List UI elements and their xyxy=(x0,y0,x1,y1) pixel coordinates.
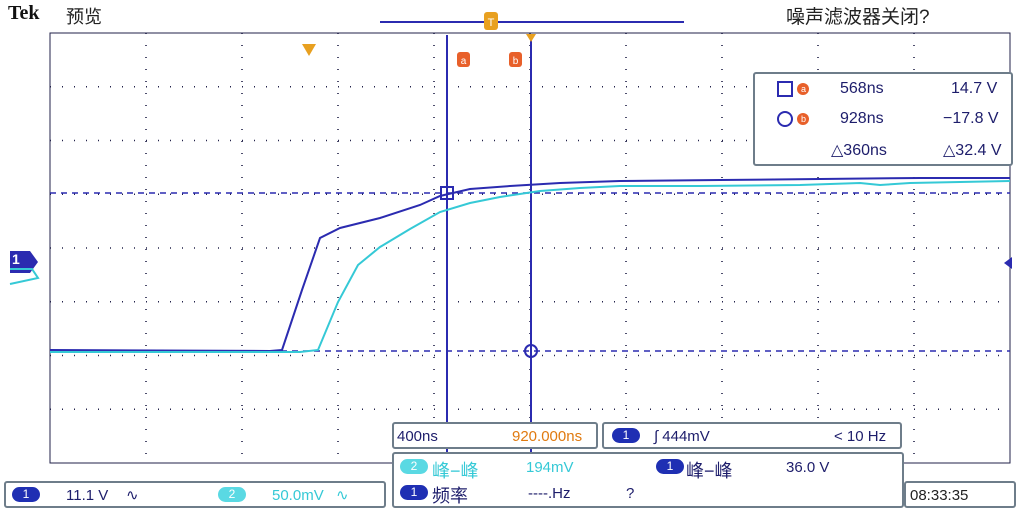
clock-panel: 08:33:35 xyxy=(904,481,1016,508)
trigger-time-marker-icon xyxy=(302,44,316,56)
trigger-point-icon xyxy=(526,34,536,42)
cursor-b-circle-icon xyxy=(524,344,538,358)
measure2-label: 峰−峰 xyxy=(686,461,733,481)
cursor-a-value: 14.7 V xyxy=(951,80,998,97)
ch1-ac-coupling-icon: ∿ xyxy=(126,487,139,504)
measure2-value: 36.0 V xyxy=(786,459,830,476)
trigger-position-icon: T xyxy=(484,12,498,30)
measure3-flag: ? xyxy=(626,485,635,502)
cursor-a-square-icon xyxy=(440,186,454,200)
cursor-b-time: 928ns xyxy=(840,110,884,127)
ch1-ground-marker-icon xyxy=(9,251,40,285)
ch2-badge[interactable]: 2 xyxy=(218,487,246,502)
svg-text:T: T xyxy=(488,17,495,29)
ch2-trace xyxy=(50,180,1011,353)
timebase-panel[interactable]: 400ns 920.000ns xyxy=(392,422,598,449)
square-icon xyxy=(777,80,793,97)
delta-time: △360ns xyxy=(831,142,887,159)
measure3-label: 频率 xyxy=(432,486,468,506)
measure1-value: 194mV xyxy=(526,459,574,476)
ch2-scale: 50.0mV xyxy=(272,487,324,504)
ch2-ac-coupling-icon: ∿ xyxy=(336,487,349,504)
channel-status-bar[interactable]: 1 11.1 V ∿ 2 50.0mV ∿ xyxy=(4,481,386,508)
trigger-level: ∫ 444mV xyxy=(654,428,710,445)
measure3-channel-badge: 1 xyxy=(400,485,428,500)
timebase-position: 920.000ns xyxy=(512,428,583,445)
cursor-readout-panel: a 568ns 14.7 V b 928ns −17.8 V △360ns △3… xyxy=(753,72,1013,166)
acquisition-mode: 预览 xyxy=(66,7,102,27)
trigger-panel[interactable]: 1 ∫ 444mV < 10 Hz xyxy=(602,422,902,449)
svg-text:a: a xyxy=(461,56,467,67)
cursor-a-tag-icon: a xyxy=(797,82,810,95)
noise-filter-status[interactable]: 噪声滤波器关闭? xyxy=(786,7,930,28)
trigger-level-icon xyxy=(1004,257,1012,269)
measure2-channel-badge: 1 xyxy=(656,459,684,474)
ch1-badge[interactable]: 1 xyxy=(12,487,40,502)
ch1-scale: 11.1 V xyxy=(66,487,109,504)
measure3-value: ----.Hz xyxy=(528,485,571,502)
trigger-frequency: < 10 Hz xyxy=(834,428,887,445)
measure1-label: 峰−峰 xyxy=(432,461,479,481)
cursor-b-tag-icon: b xyxy=(797,112,810,125)
cursor-a-marker-icon: a xyxy=(457,52,470,67)
brand-logo: Tek xyxy=(8,2,40,24)
trigger-channel-badge: 1 xyxy=(612,428,640,443)
ground-marker-label: 1 xyxy=(12,251,20,267)
cursor-b-value: −17.8 V xyxy=(943,110,999,127)
clock-time: 08:33:35 xyxy=(910,487,969,504)
cursor-a-time: 568ns xyxy=(840,80,884,97)
circle-icon xyxy=(777,110,793,127)
svg-text:b: b xyxy=(513,56,519,67)
timebase-scale: 400ns xyxy=(397,428,438,445)
measurement-panel[interactable]: 2 峰−峰 194mV 1 峰−峰 36.0 V 1 频率 ----.Hz ? xyxy=(392,452,904,508)
delta-value: △32.4 V xyxy=(943,142,1002,159)
measure1-channel-badge: 2 xyxy=(400,459,428,474)
cursor-b-marker-icon: b xyxy=(509,52,522,67)
